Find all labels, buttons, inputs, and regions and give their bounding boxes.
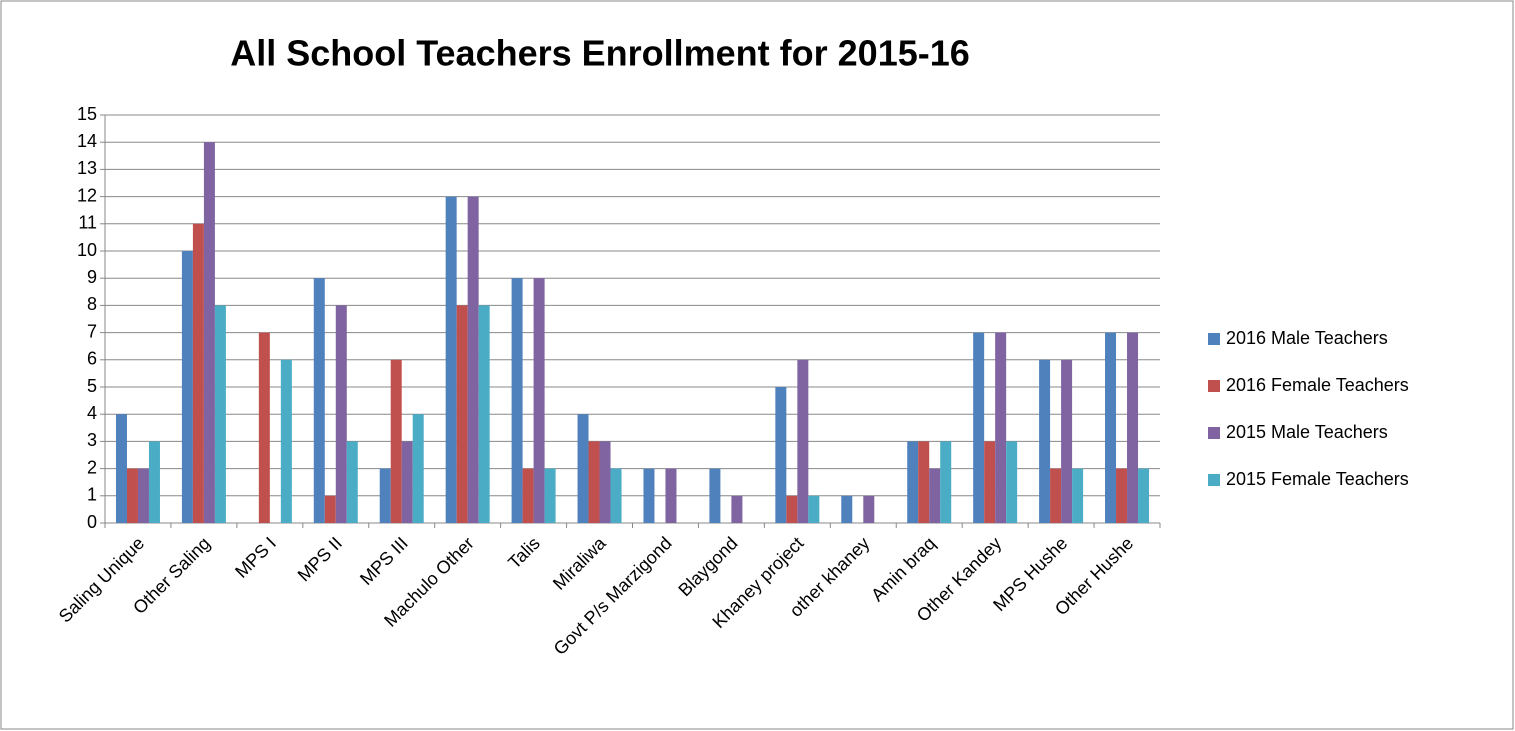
bar <box>797 359 809 523</box>
legend-label: 2015 Male Teachers <box>1226 422 1388 442</box>
y-tick-label: 8 <box>87 294 97 314</box>
bar <box>841 495 853 523</box>
legend-label: 2015 Female Teachers <box>1226 469 1409 489</box>
bar <box>390 359 402 523</box>
bar <box>940 441 952 523</box>
bar <box>1061 359 1073 523</box>
bar <box>346 441 358 523</box>
bar <box>929 468 941 523</box>
bar <box>445 196 457 523</box>
bar <box>731 495 743 523</box>
y-tick-label: 15 <box>77 104 97 124</box>
bar <box>918 441 930 523</box>
y-tick-label: 9 <box>87 267 97 287</box>
bar <box>577 414 589 523</box>
bar <box>1006 441 1018 523</box>
y-tick-label: 2 <box>87 457 97 477</box>
bar <box>1116 468 1128 523</box>
bar <box>786 495 798 523</box>
bar <box>379 468 391 523</box>
bar <box>984 441 996 523</box>
bar <box>511 278 523 523</box>
bar <box>709 468 721 523</box>
bar <box>1138 468 1150 523</box>
bar <box>115 414 127 523</box>
bar <box>1039 359 1051 523</box>
y-tick-label: 3 <box>87 430 97 450</box>
bar <box>1072 468 1084 523</box>
bar <box>665 468 677 523</box>
bar <box>863 495 875 523</box>
bar <box>1127 332 1139 523</box>
bar <box>456 305 468 523</box>
y-tick-label: 1 <box>87 485 97 505</box>
bar <box>335 305 347 523</box>
bar <box>533 278 545 523</box>
bar <box>599 441 611 523</box>
bar <box>478 305 490 523</box>
bar <box>588 441 600 523</box>
y-tick-label: 10 <box>77 240 97 260</box>
bar <box>522 468 534 523</box>
bar <box>643 468 655 523</box>
y-tick-label: 5 <box>87 376 97 396</box>
bar <box>181 251 193 523</box>
bar <box>412 414 424 523</box>
bar <box>1050 468 1062 523</box>
bar <box>808 495 820 523</box>
legend-swatch <box>1208 333 1220 345</box>
y-tick-label: 13 <box>77 158 97 178</box>
legend-label: 2016 Male Teachers <box>1226 328 1388 348</box>
bar <box>401 441 413 523</box>
legend-swatch <box>1208 427 1220 439</box>
bar <box>973 332 985 523</box>
chart-title: All School Teachers Enrollment for 2015-… <box>230 33 970 74</box>
y-tick-label: 14 <box>77 131 97 151</box>
bar <box>324 495 336 523</box>
bar <box>1105 332 1117 523</box>
bar <box>192 223 204 524</box>
legend-label: 2016 Female Teachers <box>1226 375 1409 395</box>
bar <box>258 332 270 523</box>
y-tick-label: 7 <box>87 321 97 341</box>
bar <box>467 196 479 523</box>
bar <box>126 468 138 523</box>
bar <box>214 305 226 523</box>
bar <box>610 468 622 523</box>
y-tick-label: 11 <box>78 213 97 233</box>
legend-swatch <box>1208 380 1220 392</box>
y-tick-label: 4 <box>87 403 97 423</box>
bar <box>137 468 149 523</box>
bar <box>148 441 160 523</box>
legend-swatch <box>1208 474 1220 486</box>
bar <box>995 332 1007 523</box>
bar <box>203 142 215 523</box>
y-tick-label: 0 <box>87 512 97 532</box>
y-tick-label: 6 <box>87 349 97 369</box>
bar <box>775 387 787 523</box>
bar <box>280 359 292 523</box>
bar <box>313 278 325 523</box>
y-tick-label: 12 <box>77 185 97 205</box>
bar <box>907 441 919 523</box>
bar <box>544 468 556 523</box>
